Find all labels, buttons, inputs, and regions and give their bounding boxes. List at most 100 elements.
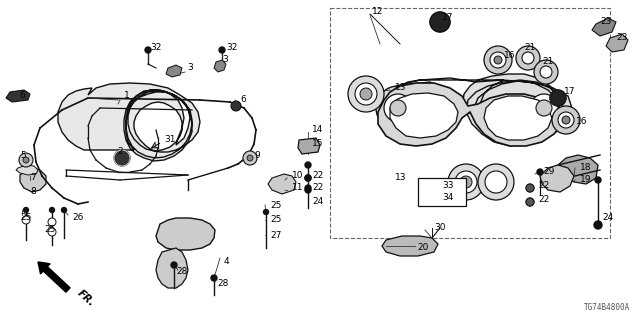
Text: 1: 1	[124, 92, 130, 100]
Text: 28: 28	[217, 279, 228, 289]
Text: 28: 28	[176, 268, 188, 276]
Text: 22: 22	[312, 183, 323, 193]
Ellipse shape	[526, 184, 534, 192]
Bar	[418, 178, 466, 206]
Polygon shape	[58, 83, 200, 161]
Ellipse shape	[348, 76, 384, 112]
Ellipse shape	[61, 207, 67, 212]
Ellipse shape	[211, 275, 217, 281]
Text: 17: 17	[442, 13, 454, 22]
Ellipse shape	[171, 262, 177, 268]
Ellipse shape	[494, 56, 502, 64]
Ellipse shape	[460, 176, 472, 188]
Ellipse shape	[48, 218, 56, 226]
Text: 19: 19	[580, 175, 591, 185]
Polygon shape	[390, 93, 458, 138]
Ellipse shape	[595, 177, 601, 183]
Ellipse shape	[264, 210, 269, 214]
Text: 25: 25	[20, 213, 31, 222]
Text: 29: 29	[543, 167, 554, 177]
Text: 5: 5	[20, 150, 26, 159]
Text: 22: 22	[538, 180, 549, 189]
Text: TG74B4800A: TG74B4800A	[584, 303, 630, 312]
Ellipse shape	[558, 112, 574, 128]
Text: 3: 3	[222, 55, 228, 65]
Polygon shape	[214, 60, 226, 72]
Ellipse shape	[305, 162, 311, 168]
Text: 21: 21	[542, 58, 554, 67]
Ellipse shape	[550, 90, 566, 106]
Text: 23: 23	[616, 34, 627, 43]
Text: 17: 17	[564, 87, 575, 97]
Text: 7: 7	[30, 173, 36, 182]
Polygon shape	[6, 90, 30, 102]
Polygon shape	[592, 18, 616, 36]
Polygon shape	[268, 174, 296, 194]
Polygon shape	[382, 236, 438, 256]
Ellipse shape	[355, 83, 377, 105]
Text: 14: 14	[312, 125, 323, 134]
Ellipse shape	[376, 86, 420, 130]
Text: 12: 12	[372, 7, 383, 17]
Polygon shape	[382, 74, 572, 146]
Ellipse shape	[360, 88, 372, 100]
Ellipse shape	[484, 46, 512, 74]
Text: 11: 11	[292, 183, 303, 193]
Text: 6: 6	[240, 95, 246, 105]
Text: FR.: FR.	[75, 288, 96, 308]
Ellipse shape	[536, 100, 552, 116]
Polygon shape	[378, 83, 562, 146]
Text: 21: 21	[524, 44, 536, 52]
Polygon shape	[540, 165, 574, 192]
Polygon shape	[16, 165, 38, 175]
Ellipse shape	[425, 182, 431, 188]
Text: 4: 4	[224, 258, 230, 267]
Text: 3: 3	[187, 63, 193, 73]
Ellipse shape	[305, 175, 311, 181]
Text: 23: 23	[600, 18, 611, 27]
Ellipse shape	[243, 151, 257, 165]
Ellipse shape	[485, 171, 507, 193]
Polygon shape	[20, 168, 46, 192]
Ellipse shape	[534, 60, 558, 84]
Text: 9: 9	[254, 150, 260, 159]
Text: 32: 32	[150, 44, 161, 52]
Ellipse shape	[247, 155, 253, 161]
Polygon shape	[606, 34, 628, 52]
Text: 26: 26	[72, 213, 83, 222]
Ellipse shape	[145, 47, 151, 53]
Ellipse shape	[490, 52, 506, 68]
Ellipse shape	[24, 207, 29, 212]
Ellipse shape	[114, 150, 130, 166]
Ellipse shape	[305, 187, 311, 193]
Text: 16: 16	[576, 117, 588, 126]
Ellipse shape	[384, 94, 412, 122]
Ellipse shape	[48, 228, 56, 236]
Text: 18: 18	[580, 164, 591, 172]
Ellipse shape	[522, 86, 566, 130]
Text: 25: 25	[270, 201, 282, 210]
Text: 32: 32	[226, 44, 237, 52]
Ellipse shape	[537, 169, 543, 175]
Polygon shape	[156, 248, 188, 288]
Ellipse shape	[522, 52, 534, 64]
Ellipse shape	[526, 198, 534, 206]
Ellipse shape	[425, 193, 431, 199]
Text: 24: 24	[602, 213, 613, 222]
Ellipse shape	[430, 12, 450, 32]
Ellipse shape	[49, 207, 54, 212]
Polygon shape	[298, 138, 320, 154]
Polygon shape	[156, 218, 215, 250]
Text: 34: 34	[442, 194, 453, 203]
Text: 25: 25	[270, 215, 282, 225]
FancyArrow shape	[38, 262, 70, 292]
Ellipse shape	[552, 106, 580, 134]
Text: 10: 10	[292, 171, 303, 180]
Text: 30: 30	[434, 223, 445, 233]
Ellipse shape	[23, 157, 29, 163]
Text: 27: 27	[270, 230, 282, 239]
Text: 13: 13	[395, 173, 406, 182]
Text: 16: 16	[504, 51, 515, 60]
Text: 24: 24	[312, 197, 323, 206]
Ellipse shape	[516, 46, 540, 70]
